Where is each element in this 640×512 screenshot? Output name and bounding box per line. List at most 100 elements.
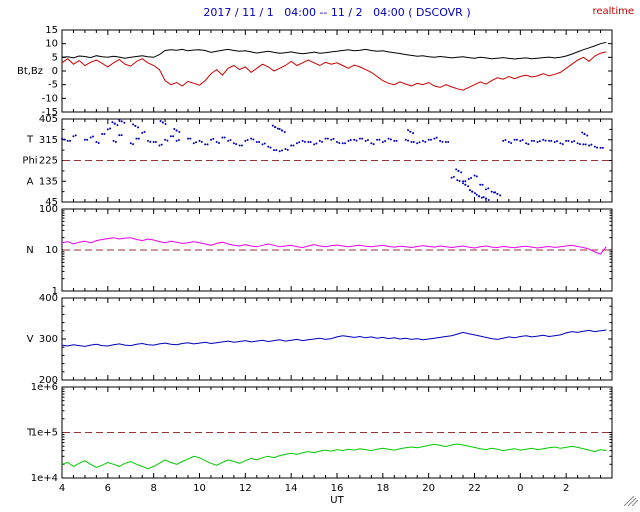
scatter-dot <box>482 196 485 199</box>
scatter-dot <box>221 136 224 139</box>
scatter-dot <box>261 143 264 146</box>
scatter-dot <box>455 168 458 171</box>
y-tick-label: 405 <box>39 114 58 125</box>
scatter-dot <box>198 139 201 142</box>
series-Bt <box>61 41 607 60</box>
scatter-dot <box>89 136 92 139</box>
scatter-dot <box>418 141 421 144</box>
scatter-dot <box>206 143 209 146</box>
scatter-dot <box>504 138 507 141</box>
scatter-dot <box>480 196 483 199</box>
scatter-dot <box>209 138 212 141</box>
scatter-dot <box>113 122 116 125</box>
scatter-dot <box>146 139 149 142</box>
scatter-dot <box>255 141 258 144</box>
scatter-dot <box>544 139 547 142</box>
scatter-dot <box>278 150 281 153</box>
y-tick-label: 1e+6 <box>31 382 58 393</box>
scatter-dot <box>412 132 415 135</box>
realtime-badge: realtime <box>592 6 634 17</box>
scatter-dot <box>567 139 570 142</box>
scatter-dot <box>387 137 390 140</box>
scatter-dot <box>137 137 140 140</box>
scatter-dot <box>164 138 167 141</box>
scatter-dot <box>457 169 460 172</box>
scatter-dot <box>338 141 341 144</box>
scatter-dot <box>223 136 226 139</box>
scatter-dot <box>66 139 69 142</box>
scatter-dot <box>246 138 249 141</box>
scatter-dot <box>467 185 470 188</box>
scatter-dot <box>95 141 98 144</box>
scatter-dot <box>393 139 396 142</box>
scatter-dot <box>433 137 436 140</box>
scatter-dot <box>527 143 530 146</box>
scatter-dot <box>141 131 144 134</box>
y-tick-label: 10 <box>45 39 58 50</box>
scatter-dot <box>173 128 176 131</box>
scatter-dot <box>407 139 410 142</box>
scatter-dot <box>450 176 453 179</box>
scatter-dot <box>330 138 333 141</box>
scatter-dot <box>530 139 533 142</box>
scatter-dot <box>83 138 86 141</box>
scatter-dot <box>349 138 352 141</box>
x-tick-label: 18 <box>376 483 389 494</box>
scatter-dot <box>473 192 476 195</box>
resize-corner-icon <box>622 491 639 510</box>
scatter-dot <box>252 138 255 141</box>
scatter-dot <box>240 144 243 147</box>
scatter-dot <box>200 140 203 143</box>
scatter-dot <box>484 197 488 200</box>
scatter-dot <box>177 138 180 141</box>
scatter-dot <box>169 135 172 138</box>
scatter-dot <box>490 190 493 193</box>
scatter-dot <box>479 183 482 186</box>
scatter-dot <box>215 141 218 144</box>
y-tick-label: 0 <box>52 66 58 77</box>
scatter-dot <box>227 139 230 142</box>
y-tick-label: -5 <box>48 80 58 91</box>
x-axis-label: UT <box>330 495 344 506</box>
scatter-dot <box>298 141 301 144</box>
scatter-dot <box>583 132 586 136</box>
scatter-dot <box>166 139 169 142</box>
scatter-dot <box>267 145 270 148</box>
scatter-dot <box>114 140 117 143</box>
scatter-dot <box>590 143 593 146</box>
scatter-dot <box>286 148 289 151</box>
x-tick-label: 12 <box>239 483 252 494</box>
scatter-dot <box>86 138 89 141</box>
scatter-dot <box>561 143 564 146</box>
scatter-dot <box>281 149 283 152</box>
scatter-dot <box>384 140 387 143</box>
scatter-dot <box>361 137 364 140</box>
scatter-dot <box>475 193 478 196</box>
scatter-dot <box>456 179 459 182</box>
panel-y-label-phi: A <box>27 177 34 188</box>
scatter-dot <box>118 118 121 121</box>
scatter-dot <box>581 131 584 134</box>
scatter-dot <box>63 138 66 141</box>
scatter-dot <box>164 122 167 125</box>
series-T <box>61 443 607 470</box>
scatter-dot <box>238 144 241 147</box>
scatter-dot <box>475 175 478 178</box>
scatter-dot <box>137 126 140 129</box>
scatter-dot <box>499 194 502 197</box>
scatter-dot <box>158 144 161 147</box>
page-title: 2017 / 11 / 1 04:00 -- 11 / 2 04:00 ( DS… <box>203 6 471 19</box>
y-tick-label: -10 <box>42 93 58 104</box>
scatter-dot <box>538 140 541 143</box>
y-tick-label: 200 <box>39 375 58 386</box>
y-tick-label: 1 <box>52 286 58 297</box>
scatter-dot <box>229 138 232 141</box>
scatter-dot <box>559 142 562 145</box>
scatter-dot <box>588 144 591 147</box>
x-tick-label: 0 <box>517 483 523 494</box>
scatter-dot <box>274 125 277 129</box>
scatter-dot <box>309 141 312 144</box>
scatter-dot <box>159 119 162 122</box>
scatter-dot <box>217 141 220 144</box>
